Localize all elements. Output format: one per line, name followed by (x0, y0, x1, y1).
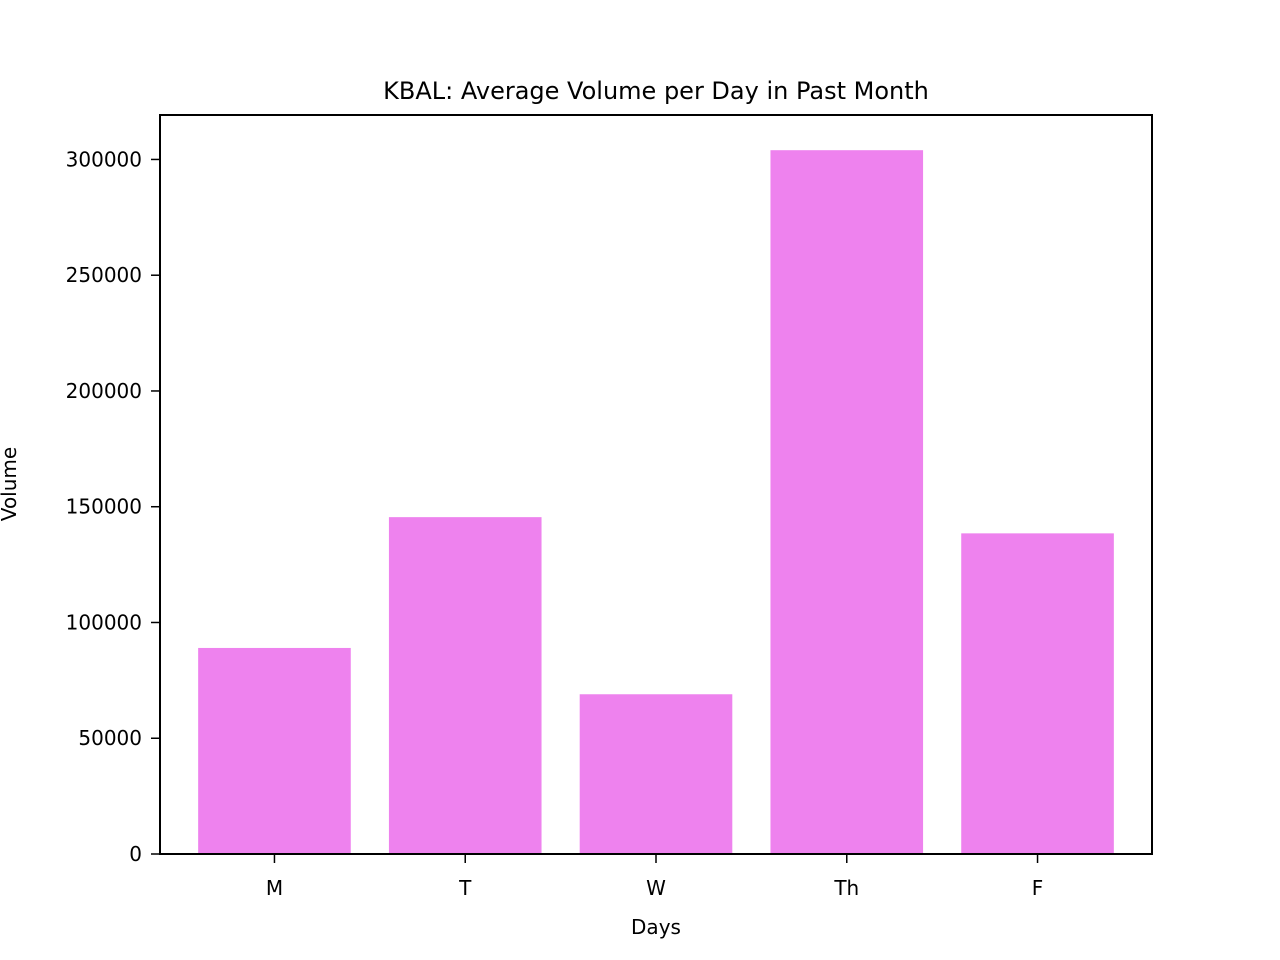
x-axis-ticks: M T W Th F (266, 854, 1043, 900)
bars-group (198, 150, 1114, 854)
y-tick-label: 200000 (66, 379, 142, 403)
x-tick-label: T (458, 876, 472, 900)
bar-t (388, 517, 542, 854)
bar-f (961, 533, 1114, 854)
x-tick-label: F (1032, 876, 1044, 900)
y-tick-label: 0 (129, 842, 142, 866)
bar-m (198, 647, 351, 854)
x-axis-label: Days (631, 915, 681, 939)
y-tick-label: 250000 (66, 263, 142, 287)
y-tick-label: 300000 (66, 147, 142, 171)
y-tick-label: 50000 (78, 726, 142, 750)
plot-frame (159, 114, 1153, 855)
y-tick-label: 100000 (66, 610, 142, 634)
y-axis-ticks: 0 50000 100000 150000 200000 250000 300000 (66, 147, 160, 866)
y-tick-label: 150000 (66, 495, 142, 519)
x-tick-label: M (266, 876, 283, 900)
bar-w (579, 694, 733, 854)
x-tick-label: Th (833, 876, 859, 900)
x-tick-label: W (646, 876, 666, 900)
y-axis-label: Volume (0, 447, 21, 521)
chart-title: KBAL: Average Volume per Day in Past Mon… (383, 77, 929, 105)
bar-th (770, 150, 924, 854)
